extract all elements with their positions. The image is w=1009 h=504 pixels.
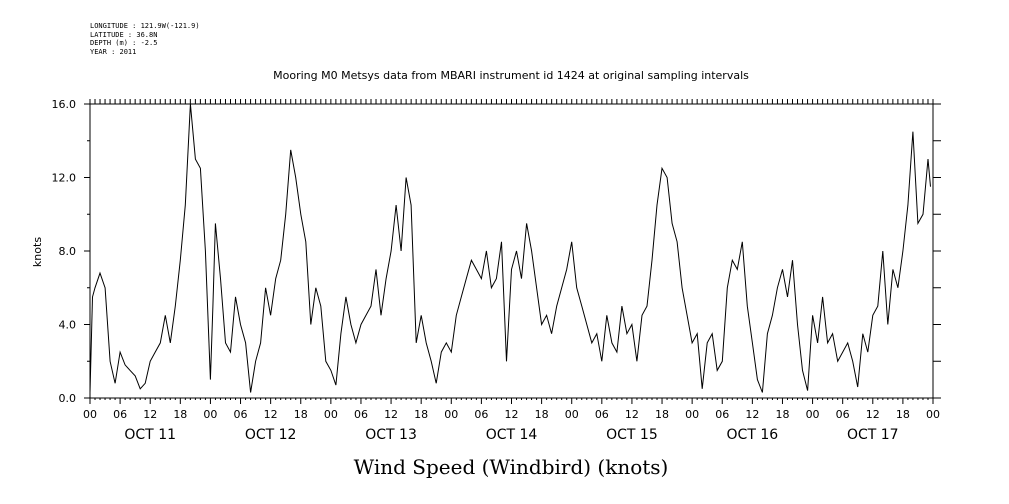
x-tick-label: 06 [113, 408, 127, 421]
x-tick-label: 00 [926, 408, 940, 421]
x-tick-label: 00 [324, 408, 338, 421]
year-label: YEAR : 2011 [90, 47, 137, 56]
y-axis-label: knots [31, 237, 44, 267]
longitude-label: LONGITUDE : 121.9W(-121.9) [90, 22, 200, 30]
y-tick-label: 0.0 [59, 392, 77, 405]
day-label: OCT 16 [727, 427, 779, 443]
x-axis-title: Wind Speed (Windbird) (knots) [354, 455, 669, 479]
day-label: OCT 11 [124, 427, 176, 443]
x-tick-label: 00 [203, 408, 217, 421]
x-tick-label: 06 [715, 408, 729, 421]
x-tick-label: 06 [595, 408, 609, 421]
x-tick-label: 06 [354, 408, 368, 421]
x-tick-label: 12 [264, 408, 278, 421]
plot-axes: 0.0 4.0 8.0 12.0 16.0 00 06 12 18 00 06 12 18 00 06 12 1… [52, 98, 941, 443]
x-tick-label: 12 [384, 408, 398, 421]
data-line-group [89, 103, 931, 393]
x-tick-label: 00 [83, 408, 97, 421]
day-label: OCT 12 [245, 427, 297, 443]
x-tick-label: 18 [535, 408, 549, 421]
x-tick-label: 18 [294, 408, 308, 421]
y-tick-label: 12.0 [52, 172, 77, 185]
x-tick-label: 12 [143, 408, 157, 421]
x-tick-label: 06 [474, 408, 488, 421]
x-tick-label: 12 [745, 408, 759, 421]
plot-frame [89, 103, 934, 399]
x-tick-label: 00 [565, 408, 579, 421]
day-label: OCT 17 [847, 427, 899, 443]
latitude-label: LATITUDE : 36.8N [90, 30, 158, 39]
x-tick-label: 18 [775, 408, 789, 421]
station-metadata: LONGITUDE : 121.9W(-121.9) LATITUDE : 36… [90, 22, 200, 56]
x-tick-label: 18 [896, 408, 910, 421]
x-tick-label: 12 [505, 408, 519, 421]
day-label: OCT 13 [365, 427, 417, 443]
wind-speed-line [89, 103, 931, 393]
x-tick-label: 00 [685, 408, 699, 421]
x-tick-label: 00 [806, 408, 820, 421]
y-tick-label: 16.0 [52, 98, 77, 111]
x-tick-label: 06 [234, 408, 248, 421]
x-tick-label: 12 [866, 408, 880, 421]
depth-label: DEPTH (m) : -2.5 [90, 39, 158, 47]
x-tick-label: 18 [655, 408, 669, 421]
day-label: OCT 14 [486, 427, 538, 443]
x-tick-label: 06 [836, 408, 850, 421]
y-tick-label: 8.0 [59, 245, 77, 258]
x-tick-label: 18 [414, 408, 428, 421]
x-tick-label: 18 [173, 408, 187, 421]
chart-title: Mooring M0 Metsys data from MBARI instru… [273, 69, 749, 82]
x-tick-label: 00 [444, 408, 458, 421]
x-tick-label: 12 [625, 408, 639, 421]
day-label: OCT 15 [606, 427, 658, 443]
y-tick-label: 4.0 [59, 319, 77, 332]
